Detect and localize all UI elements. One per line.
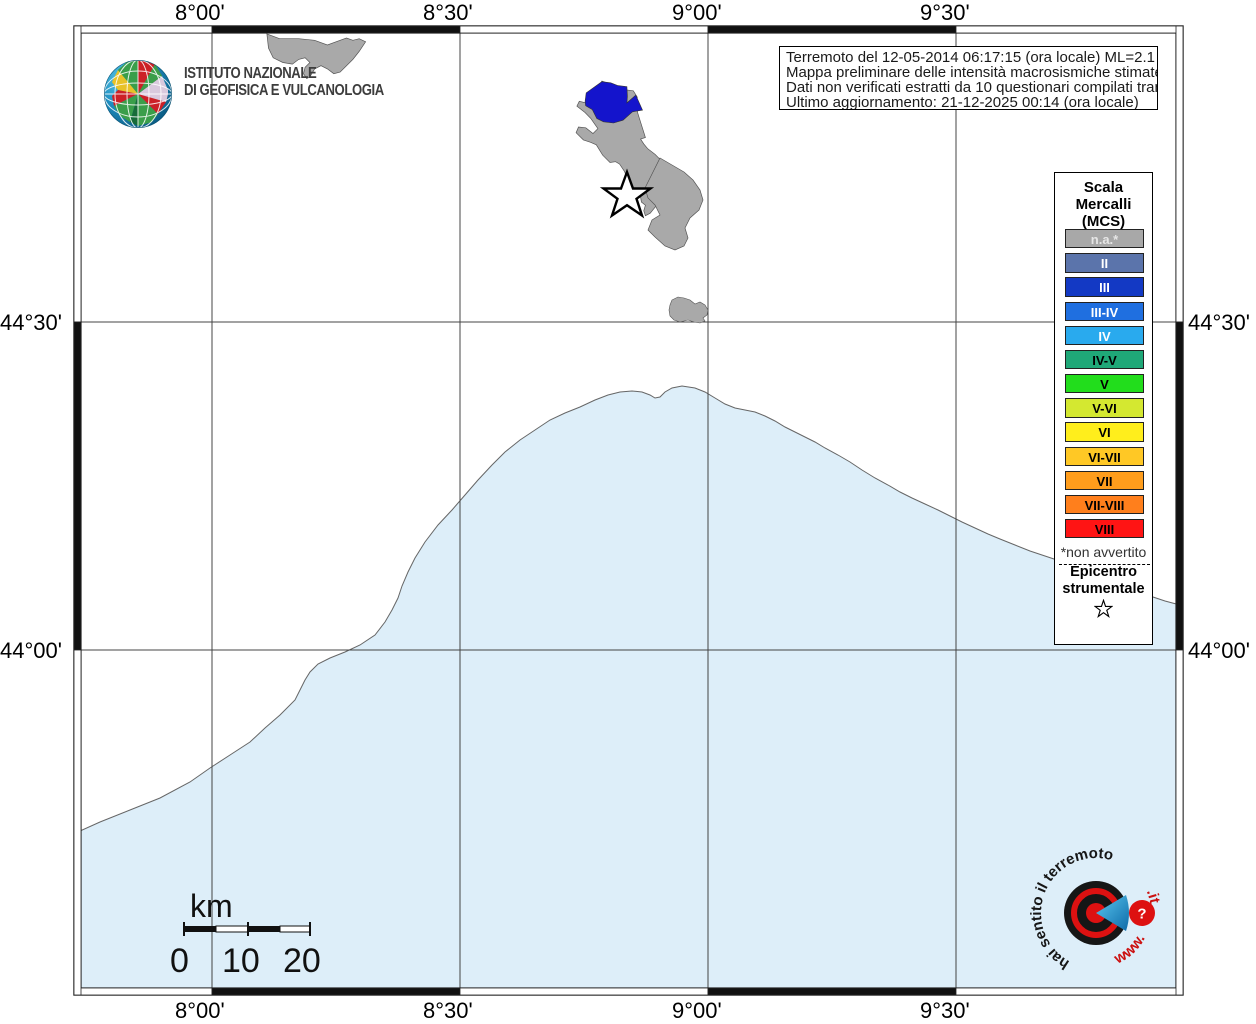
svg-text:?: ? — [1137, 906, 1146, 923]
